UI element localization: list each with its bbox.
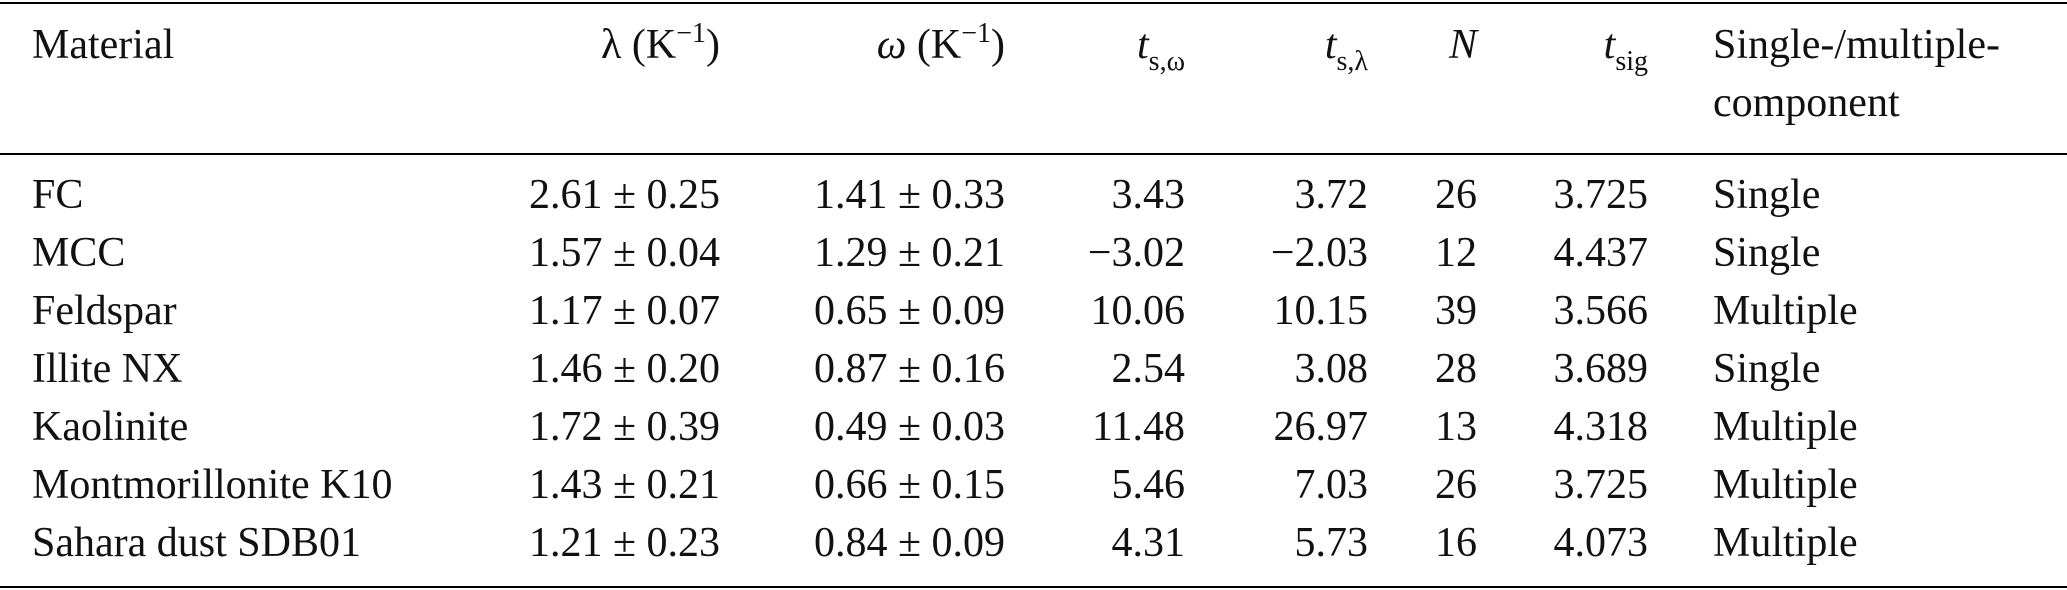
cell-component: Single	[1713, 230, 1821, 276]
cell-ts-omega: 11.48	[1092, 404, 1185, 450]
header-tsig-main: t	[1603, 22, 1616, 68]
header-component-line2: component	[1713, 80, 1900, 126]
cell-omega: 0.49 ± 0.03	[813, 404, 1005, 450]
header-omega-close: )	[991, 22, 1005, 68]
header-omega-unit: (K	[916, 22, 962, 68]
cell-material: FC	[32, 172, 84, 218]
cell-ts-lambda: 3.72	[1294, 172, 1369, 218]
cell-component: Single	[1713, 172, 1821, 218]
header-tsig: tsig	[1500, 22, 1648, 76]
table-header-rule	[0, 153, 2067, 155]
cell-n: 13	[1435, 404, 1477, 450]
cell-lambda: 1.46 ± 0.20	[528, 346, 720, 392]
header-ts-omega-main: t	[1137, 22, 1149, 68]
cell-ts-omega: 3.43	[1111, 172, 1186, 218]
cell-tsig: 3.689	[1553, 346, 1649, 392]
cell-ts-lambda: 7.03	[1294, 462, 1369, 508]
cell-material: Sahara dust SDB01	[32, 520, 361, 566]
cell-tsig: 3.566	[1553, 288, 1649, 334]
cell-lambda: 2.61 ± 0.25	[528, 172, 720, 218]
table-top-rule	[0, 2, 2067, 4]
cell-tsig: 3.725	[1553, 172, 1649, 218]
cell-component: Single	[1713, 346, 1821, 392]
cell-material: Kaolinite	[32, 404, 189, 450]
cell-material: Feldspar	[32, 288, 177, 334]
cell-n: 39	[1435, 288, 1477, 334]
cell-material: Illite NX	[32, 346, 183, 392]
cell-ts-omega: 10.06	[1090, 288, 1186, 334]
header-material: Material	[32, 22, 175, 68]
cell-component: Multiple	[1713, 404, 1858, 450]
header-lambda-unit: (K	[631, 22, 677, 68]
cell-component: Multiple	[1713, 462, 1858, 508]
header-ts-lambda-sub: s,λ	[1336, 46, 1368, 77]
cell-ts-lambda: 10.15	[1273, 288, 1369, 334]
cell-omega: 0.65 ± 0.09	[813, 288, 1005, 334]
cell-omega: 0.66 ± 0.15	[813, 462, 1005, 508]
cell-ts-lambda: −2.03	[1270, 230, 1368, 276]
header-ts-lambda: ts,λ	[1190, 22, 1368, 76]
cell-material: MCC	[32, 230, 126, 276]
cell-ts-omega: 4.31	[1111, 520, 1186, 566]
cell-lambda: 1.17 ± 0.07	[528, 288, 720, 334]
cell-lambda: 1.72 ± 0.39	[528, 404, 720, 450]
cell-n: 16	[1435, 520, 1477, 566]
header-lambda-close: )	[706, 22, 720, 68]
cell-n: 26	[1435, 462, 1477, 508]
cell-tsig: 4.318	[1553, 404, 1649, 450]
header-ts-omega-sub: s,ω	[1148, 46, 1185, 77]
cell-n: 12	[1435, 230, 1477, 276]
header-tsig-sub: sig	[1615, 46, 1648, 77]
cell-tsig: 4.437	[1553, 230, 1649, 276]
header-lambda: λ (K−1)	[450, 20, 720, 68]
header-n: N	[1448, 22, 1477, 68]
cell-component: Multiple	[1713, 520, 1858, 566]
cell-lambda: 1.21 ± 0.23	[528, 520, 720, 566]
cell-omega: 1.41 ± 0.33	[813, 172, 1005, 218]
cell-lambda: 1.57 ± 0.04	[528, 230, 720, 276]
header-ts-omega: ts,ω	[1020, 22, 1185, 76]
header-lambda-exponent: −1	[676, 18, 706, 49]
cell-lambda: 1.43 ± 0.21	[528, 462, 720, 508]
cell-ts-lambda: 26.97	[1273, 404, 1369, 450]
header-omega: ω (K−1)	[730, 20, 1005, 68]
cell-ts-omega: 5.46	[1111, 462, 1186, 508]
cell-omega: 0.84 ± 0.09	[813, 520, 1005, 566]
header-lambda-symbol: λ	[601, 22, 622, 68]
cell-ts-omega: −3.02	[1087, 230, 1185, 276]
cell-n: 26	[1435, 172, 1477, 218]
cell-ts-omega: 2.54	[1111, 346, 1186, 392]
table-bottom-rule	[0, 586, 2067, 588]
cell-tsig: 4.073	[1553, 520, 1649, 566]
cell-ts-lambda: 5.73	[1294, 520, 1369, 566]
cell-tsig: 3.725	[1553, 462, 1649, 508]
cell-material: Montmorillonite K10	[32, 462, 393, 508]
cell-n: 28	[1435, 346, 1477, 392]
header-omega-exponent: −1	[961, 18, 991, 49]
header-omega-symbol: ω	[876, 22, 907, 68]
cell-ts-lambda: 3.08	[1294, 346, 1369, 392]
cell-omega: 0.87 ± 0.16	[813, 346, 1005, 392]
cell-component: Multiple	[1713, 288, 1858, 334]
cell-omega: 1.29 ± 0.21	[813, 230, 1005, 276]
header-component-line1: Single-/multiple-	[1713, 22, 2000, 68]
header-ts-lambda-main: t	[1324, 22, 1337, 68]
